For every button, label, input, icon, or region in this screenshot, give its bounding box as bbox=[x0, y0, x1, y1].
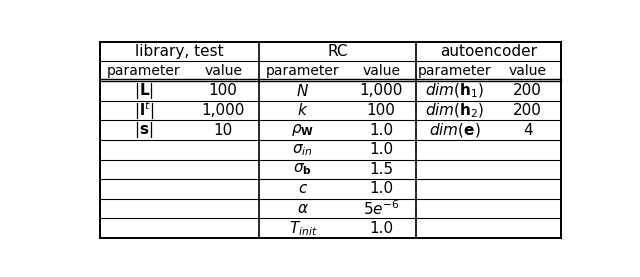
Text: $N$: $N$ bbox=[296, 83, 309, 99]
Text: 200: 200 bbox=[513, 103, 542, 118]
Text: $\mathit{dim}(\mathbf{h}_2)$: $\mathit{dim}(\mathbf{h}_2)$ bbox=[425, 101, 485, 120]
Text: 1.0: 1.0 bbox=[369, 123, 394, 138]
Text: 1.5: 1.5 bbox=[369, 162, 394, 177]
Text: $5e^{-6}$: $5e^{-6}$ bbox=[363, 199, 399, 218]
Text: 1,000: 1,000 bbox=[360, 83, 403, 98]
Text: 100: 100 bbox=[209, 83, 237, 98]
Text: $k$: $k$ bbox=[297, 102, 308, 119]
Text: value: value bbox=[204, 64, 242, 78]
Text: value: value bbox=[362, 64, 400, 78]
Text: $|\mathbf{l}^t|$: $|\mathbf{l}^t|$ bbox=[134, 99, 154, 122]
Text: 1.0: 1.0 bbox=[369, 221, 394, 236]
Text: parameter: parameter bbox=[418, 64, 492, 78]
Text: $T_{init}$: $T_{init}$ bbox=[289, 219, 317, 238]
Text: $\rho_{\mathbf{W}}$: $\rho_{\mathbf{W}}$ bbox=[291, 122, 314, 138]
Text: library, test: library, test bbox=[135, 44, 224, 59]
Text: parameter: parameter bbox=[266, 64, 340, 78]
Text: 200: 200 bbox=[513, 83, 542, 98]
Text: 10: 10 bbox=[214, 123, 233, 138]
Text: $\mathit{dim}(\mathbf{h}_1)$: $\mathit{dim}(\mathbf{h}_1)$ bbox=[425, 82, 485, 100]
Text: $\mathit{dim}(\mathbf{e})$: $\mathit{dim}(\mathbf{e})$ bbox=[429, 121, 481, 139]
Text: $|\mathbf{L}|$: $|\mathbf{L}|$ bbox=[134, 81, 154, 101]
Text: autoencoder: autoencoder bbox=[440, 44, 537, 59]
Text: RC: RC bbox=[327, 44, 348, 59]
Text: value: value bbox=[509, 64, 547, 78]
Text: $c$: $c$ bbox=[298, 181, 308, 196]
Text: $\sigma_{in}$: $\sigma_{in}$ bbox=[292, 142, 313, 158]
Text: 1.0: 1.0 bbox=[369, 181, 394, 196]
Text: 1.0: 1.0 bbox=[369, 142, 394, 157]
Text: 100: 100 bbox=[367, 103, 396, 118]
Text: $|\mathbf{s}|$: $|\mathbf{s}|$ bbox=[134, 120, 154, 140]
Text: $\sigma_{\mathbf{b}}$: $\sigma_{\mathbf{b}}$ bbox=[293, 161, 312, 177]
Text: parameter: parameter bbox=[107, 64, 180, 78]
Text: $\alpha$: $\alpha$ bbox=[297, 201, 308, 216]
Text: 1,000: 1,000 bbox=[202, 103, 245, 118]
Text: 4: 4 bbox=[523, 123, 532, 138]
